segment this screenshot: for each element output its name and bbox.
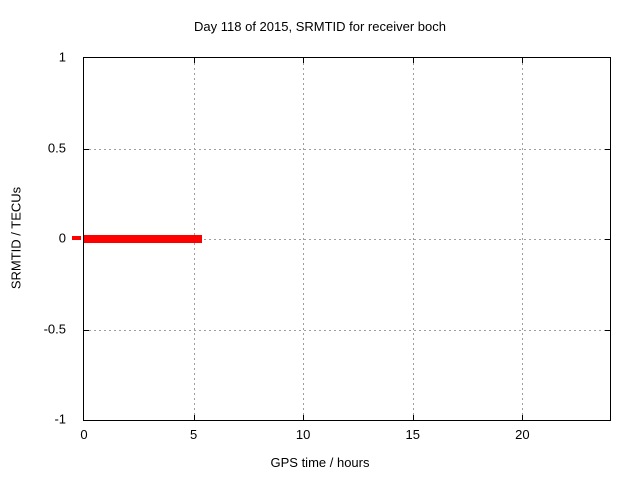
y-gridline [84,329,610,331]
x-tick-mark [303,415,305,420]
x-tick-labels: 0 5 10 15 20 [80,427,610,443]
y-tick-label: 0 [58,230,66,246]
y-tick-mark [84,329,89,331]
x-tick-label: 10 [295,427,311,442]
series-line-srmtid [84,235,203,243]
x-tick-label: 0 [80,427,88,442]
x-tick-label: 15 [405,427,420,442]
y-tick-mark [84,148,89,150]
x-tick-label: 5 [189,427,198,442]
x-tick-mark [522,58,524,63]
x-tick-label: 20 [515,427,530,442]
x-tick-mark [412,58,414,63]
x-tick-mark [193,415,195,420]
y-tick-mark [605,329,610,331]
x-tick-mark [303,58,305,63]
y-tick-label: -0.5 [43,321,66,336]
x-tick-mark [412,415,414,420]
x-tick-mark [522,415,524,420]
series-edge-cap-icon [72,236,81,240]
y-tick-label: -1 [54,411,66,427]
y-tick-mark [605,239,610,240]
y-tick-labels: 1 0.5 0 -0.5 -1 [0,50,66,427]
plot-area [83,57,611,421]
x-tick-mark [193,58,195,63]
y-tick-label: 0.5 [47,140,66,155]
chart-title: Day 118 of 2015, SRMTID for receiver boc… [194,19,446,34]
y-gridline [84,239,610,240]
y-gridline [84,148,610,150]
y-tick-label: 1 [58,49,66,65]
y-tick-mark [605,148,610,150]
x-axis-title: GPS time / hours [270,455,370,470]
